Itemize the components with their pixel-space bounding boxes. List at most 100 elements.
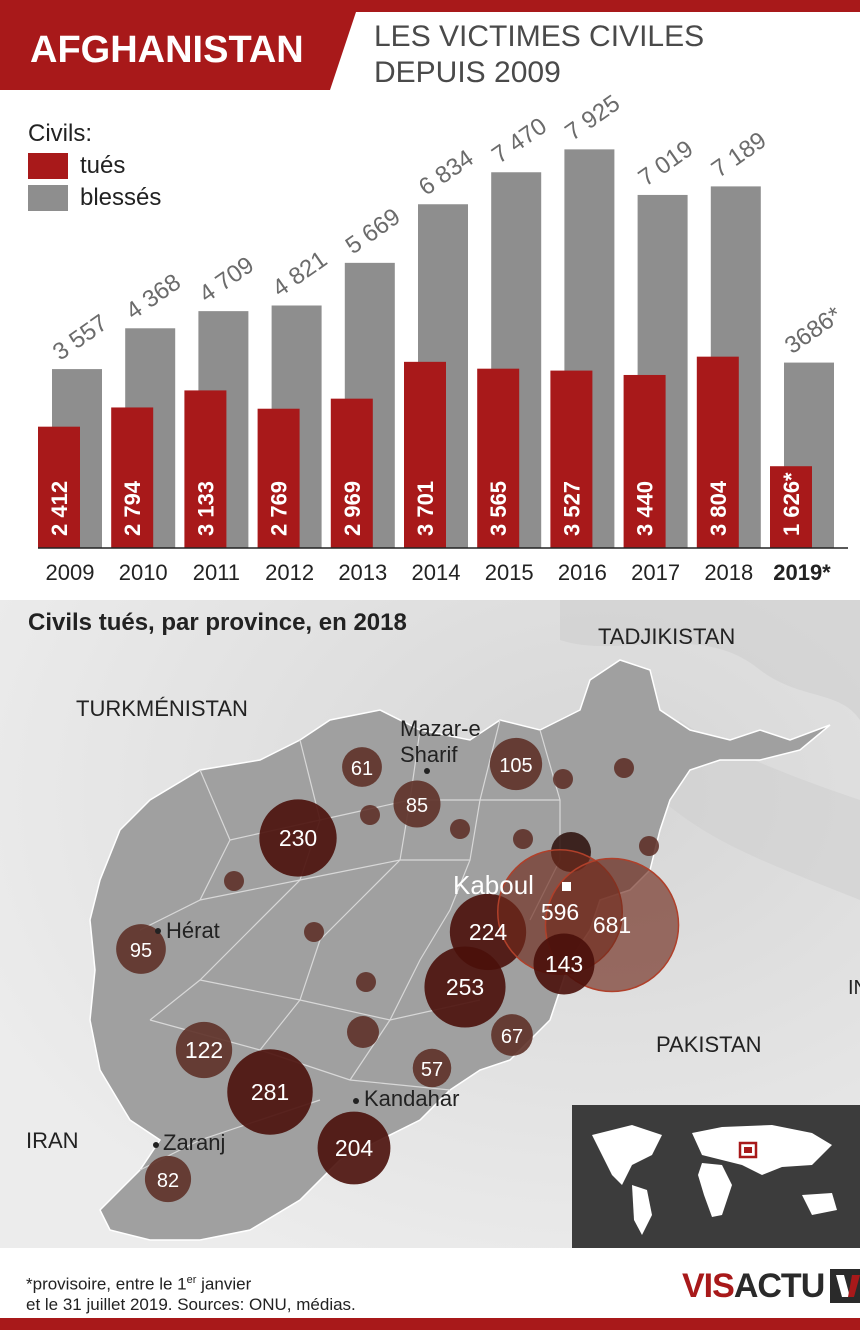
province-bubble: [489, 737, 543, 791]
province-dot: [356, 972, 376, 992]
country-title: AFGHANISTAN: [30, 29, 304, 71]
province-dot: [450, 819, 470, 839]
province-value: 82: [157, 1170, 179, 1192]
label-killed: 2 412: [47, 481, 72, 536]
city-mazar-line2: Sharif: [400, 742, 458, 767]
label-killed: 3 527: [559, 481, 584, 536]
map-title: Civils tués, par province, en 2018: [28, 609, 407, 636]
bar-killed: [257, 408, 300, 548]
footer-note: *provisoire, entre le 1er janvier et le …: [26, 1274, 356, 1314]
city-dot-kandahar: [353, 1098, 359, 1104]
province-bubble: [424, 946, 506, 1028]
label-injured: 6 834: [414, 145, 479, 202]
x-tick-label: 2014: [412, 560, 461, 585]
province-dot: [347, 1016, 379, 1048]
x-tick-label: 2010: [119, 560, 168, 585]
chart-title-line1: LES VICTIMES CIVILES: [374, 20, 704, 53]
bar-killed: [404, 361, 446, 548]
legend-label-injured: blessés: [80, 184, 162, 211]
province-value: 143: [545, 951, 583, 977]
province-value: 681: [593, 912, 631, 938]
x-tick-label: 2016: [558, 560, 607, 585]
label-injured: 7 925: [560, 90, 625, 147]
x-tick-label: 2019*: [773, 560, 831, 585]
province-bubble: [342, 747, 382, 787]
chart-title-line2: DEPUIS 2009: [374, 56, 561, 89]
label-injured: 3 557: [48, 309, 113, 366]
header-banner: [0, 12, 356, 90]
label-iran: IRAN: [26, 1128, 79, 1153]
city-dot-kabul: [562, 882, 571, 891]
province-value: 596: [541, 899, 579, 925]
bar-killed: [330, 398, 373, 548]
province-bubble: [533, 933, 595, 995]
bar-killed: [623, 374, 666, 548]
visactu-logo: VIS ACTU: [682, 1264, 860, 1308]
province-bubble: [491, 1014, 533, 1056]
province-dot: [553, 769, 573, 789]
province-value: 204: [335, 1135, 374, 1161]
city-kabul: Kaboul: [453, 870, 534, 900]
logo-mark-icon: [830, 1269, 860, 1303]
x-tick-label: 2009: [46, 560, 95, 585]
bar-killed: [550, 370, 593, 548]
label-killed: 3 565: [486, 481, 511, 536]
label-killed: 3 133: [193, 481, 218, 536]
label-injured: 5 669: [341, 203, 406, 260]
label-injured: 7 189: [707, 127, 772, 184]
bar-killed: [770, 466, 812, 548]
province-dot: [304, 922, 324, 942]
province-bubble: [144, 1155, 192, 1203]
label-killed: 3 804: [706, 480, 731, 536]
label-injured: 4 368: [121, 269, 186, 326]
label-injured: 4 709: [194, 251, 259, 308]
x-tick-label: 2017: [631, 560, 680, 585]
province-bubble: [227, 1049, 313, 1135]
city-mazar-line1: Mazar-e: [400, 716, 481, 741]
legend: Civils: tués blessés: [28, 118, 161, 214]
bar-killed: [477, 368, 520, 548]
city-dot-mazar: [424, 768, 430, 774]
province-bubble: [116, 924, 166, 974]
label-killed: 2 769: [267, 481, 292, 536]
world-inset: [572, 1105, 860, 1248]
city-dot-zaranj: [153, 1142, 159, 1148]
city-herat: Hérat: [166, 918, 220, 943]
province-value: 122: [185, 1037, 223, 1063]
province-value: 224: [469, 919, 508, 945]
legend-item-injured: blessés: [28, 182, 161, 214]
label-injured: 4 821: [268, 246, 333, 303]
province-bubble: [393, 780, 441, 828]
province-value: 85: [406, 795, 428, 817]
province-dot: [639, 836, 659, 856]
label-killed: 3 701: [413, 481, 438, 536]
bar-chart: AFGHANISTAN LES VICTIMES CIVILES DEPUIS …: [0, 12, 848, 585]
label-injured: 3686*: [780, 301, 847, 359]
province-bubble: [412, 1048, 452, 1088]
bar-killed: [38, 426, 80, 548]
inset-highlight: [738, 1141, 758, 1159]
x-tick-label: 2015: [485, 560, 534, 585]
legend-swatch-injured: [28, 185, 68, 211]
province-bubble: [175, 1021, 233, 1079]
province-value: 57: [421, 1059, 443, 1081]
bar-killed: [696, 356, 739, 548]
province-value: 105: [499, 755, 532, 777]
province-value: 253: [446, 974, 484, 1000]
province-value: 67: [501, 1026, 523, 1048]
top-accent-bar: [0, 0, 860, 12]
province-map: 61 85 105 230 95 224 596 681 143 253 67 122 57 281 204…: [0, 600, 860, 1248]
label-tajikistan: TADJIKISTAN: [598, 624, 735, 649]
label-injured: 7 019: [634, 135, 699, 192]
legend-item-killed: tués: [28, 150, 161, 182]
label-killed: 3 440: [633, 481, 658, 536]
province-dot: [360, 805, 380, 825]
label-india-partial: IN: [848, 977, 860, 999]
x-tick-label: 2018: [704, 560, 753, 585]
bar-killed: [111, 407, 154, 548]
city-zaranj: Zaranj: [163, 1130, 225, 1155]
province-value: 95: [130, 940, 152, 962]
legend-swatch-killed: [28, 153, 68, 179]
x-tick-label: 2012: [265, 560, 314, 585]
city-dot-herat: [155, 928, 161, 934]
